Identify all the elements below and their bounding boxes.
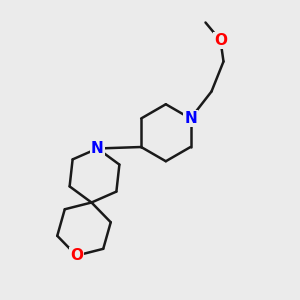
Text: N: N xyxy=(184,111,197,126)
Text: N: N xyxy=(91,141,104,156)
Text: O: O xyxy=(70,248,83,263)
Text: O: O xyxy=(214,33,227,48)
